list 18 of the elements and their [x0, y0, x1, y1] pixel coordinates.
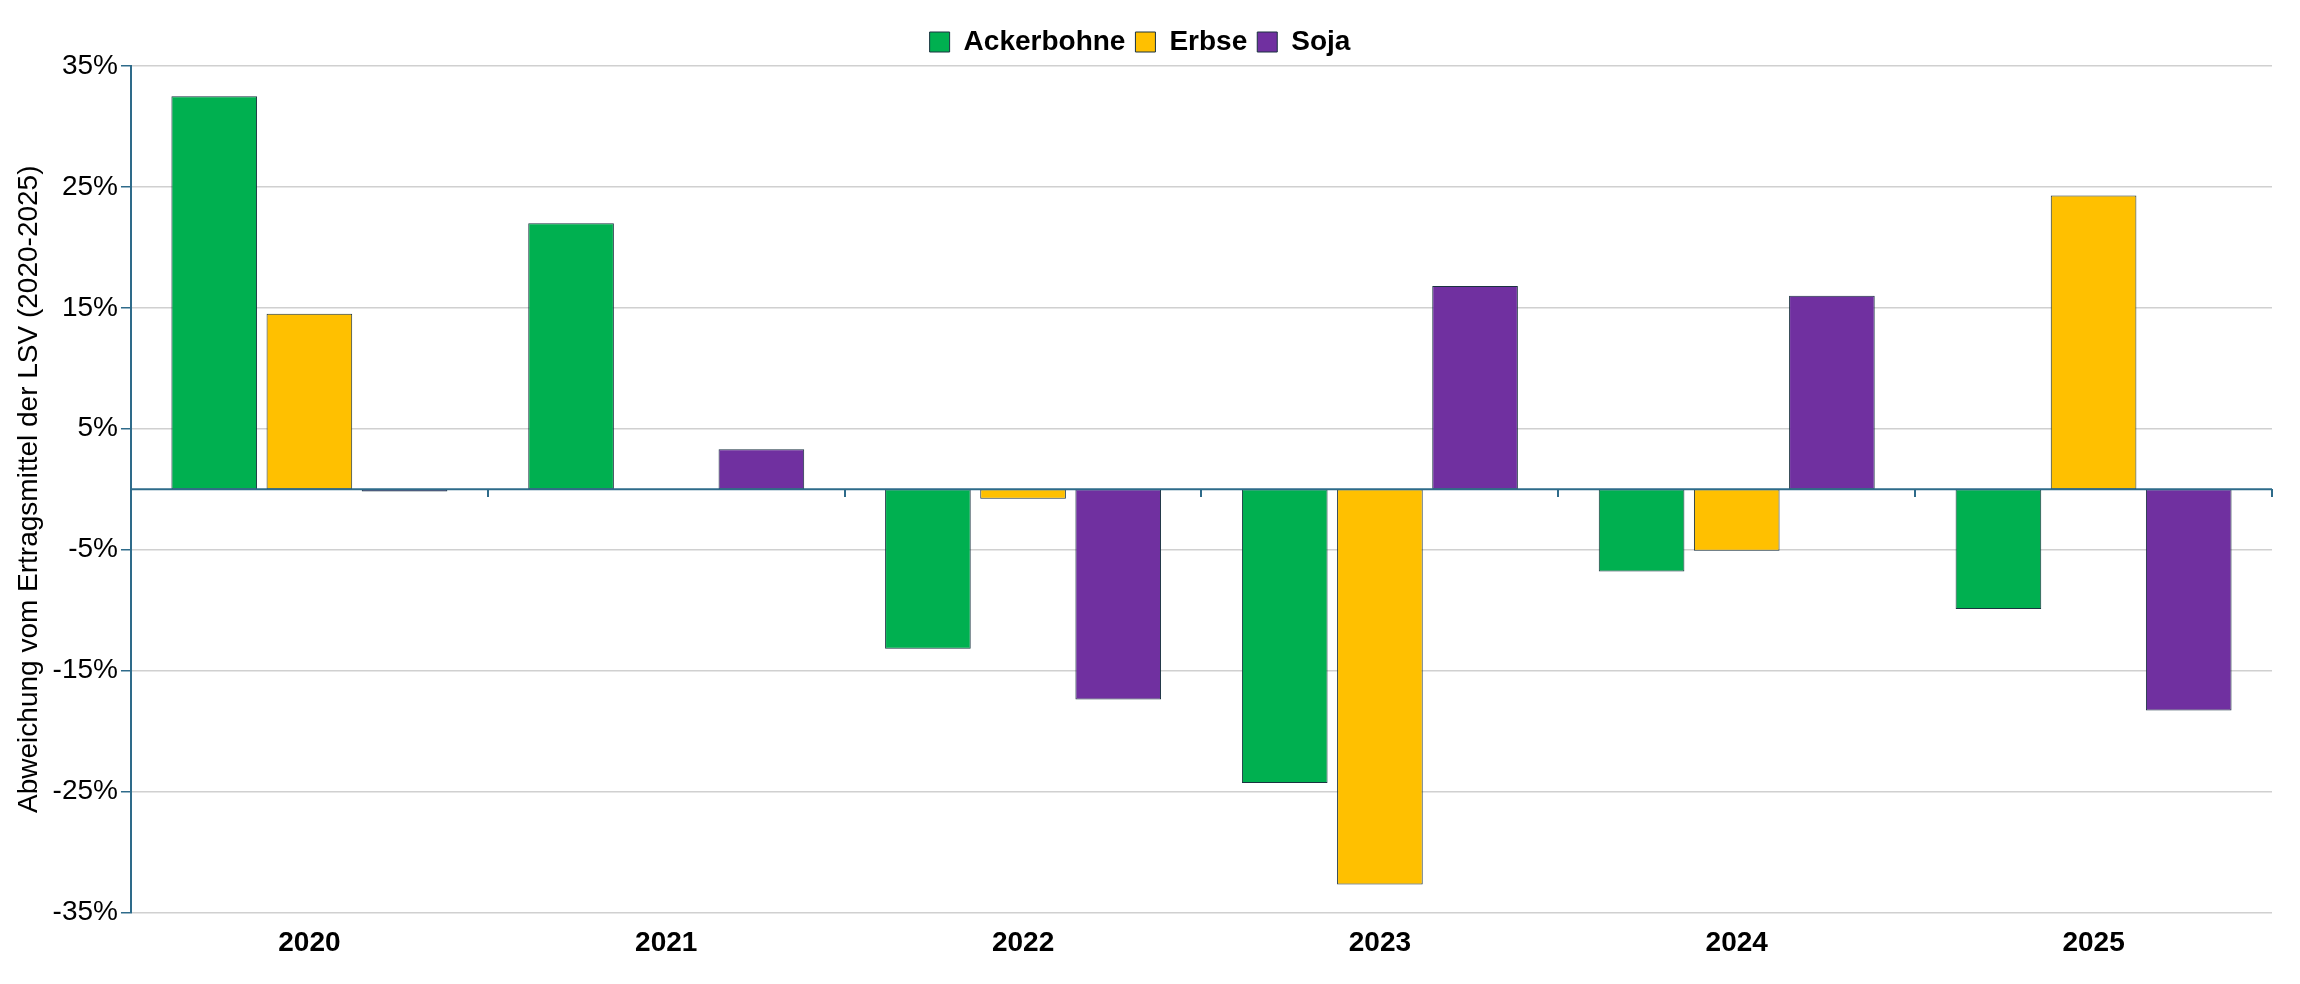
y-tick-label: -5% [68, 532, 118, 564]
x-tick-label: 2025 [2062, 925, 2125, 957]
legend-label: Soja [1291, 24, 1351, 56]
y-tick-label: 25% [61, 169, 118, 201]
x-tick-label: 2024 [1705, 925, 1769, 957]
y-tick-label: 35% [61, 48, 118, 80]
y-tick-label: -15% [52, 653, 118, 685]
y-tick-label: 5% [77, 411, 118, 443]
y-axis-title: Abweichung vom Ertragsmittel der LSV (2020-2025) [11, 165, 43, 813]
x-tick-label: 2022 [991, 925, 1055, 957]
y-tick-label: 15% [61, 290, 118, 322]
x-tick-label: 2021 [635, 925, 698, 957]
y-tick-label: -25% [52, 774, 118, 806]
x-tick-label: 2020 [278, 925, 341, 957]
y-tick-label: -35% [52, 895, 118, 927]
legend-label: Ackerbohne [963, 24, 1126, 56]
legend-label: Erbse [1169, 24, 1248, 56]
x-tick-label: 2023 [1348, 925, 1412, 957]
